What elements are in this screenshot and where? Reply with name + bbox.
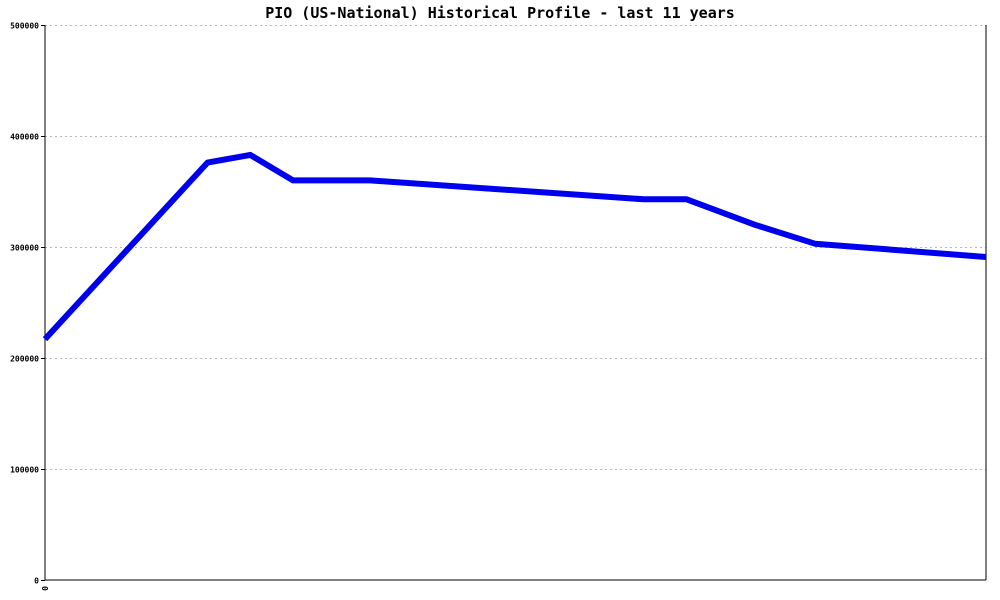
x-tick-label-0: 0 (41, 586, 50, 591)
series-line-0 (42, 151, 987, 342)
axes (44, 25, 987, 581)
grid-lines (45, 25, 986, 470)
y-tick-label-0: 0 (34, 577, 39, 586)
y-tick-label-1: 100000 (10, 466, 39, 475)
y-tick-label-3: 300000 (10, 244, 39, 253)
chart-title: PIO (US-National) Historical Profile - l… (265, 4, 735, 22)
y-tick-labels: 0 100000 200000 300000 400000 500000 (10, 22, 45, 586)
y-tick-label-4: 400000 (10, 133, 39, 142)
series-lines (42, 151, 987, 342)
y-tick-label-2: 200000 (10, 355, 39, 364)
x-tick-labels: 0 (41, 586, 50, 591)
y-tick-label-5: 500000 (10, 22, 39, 31)
